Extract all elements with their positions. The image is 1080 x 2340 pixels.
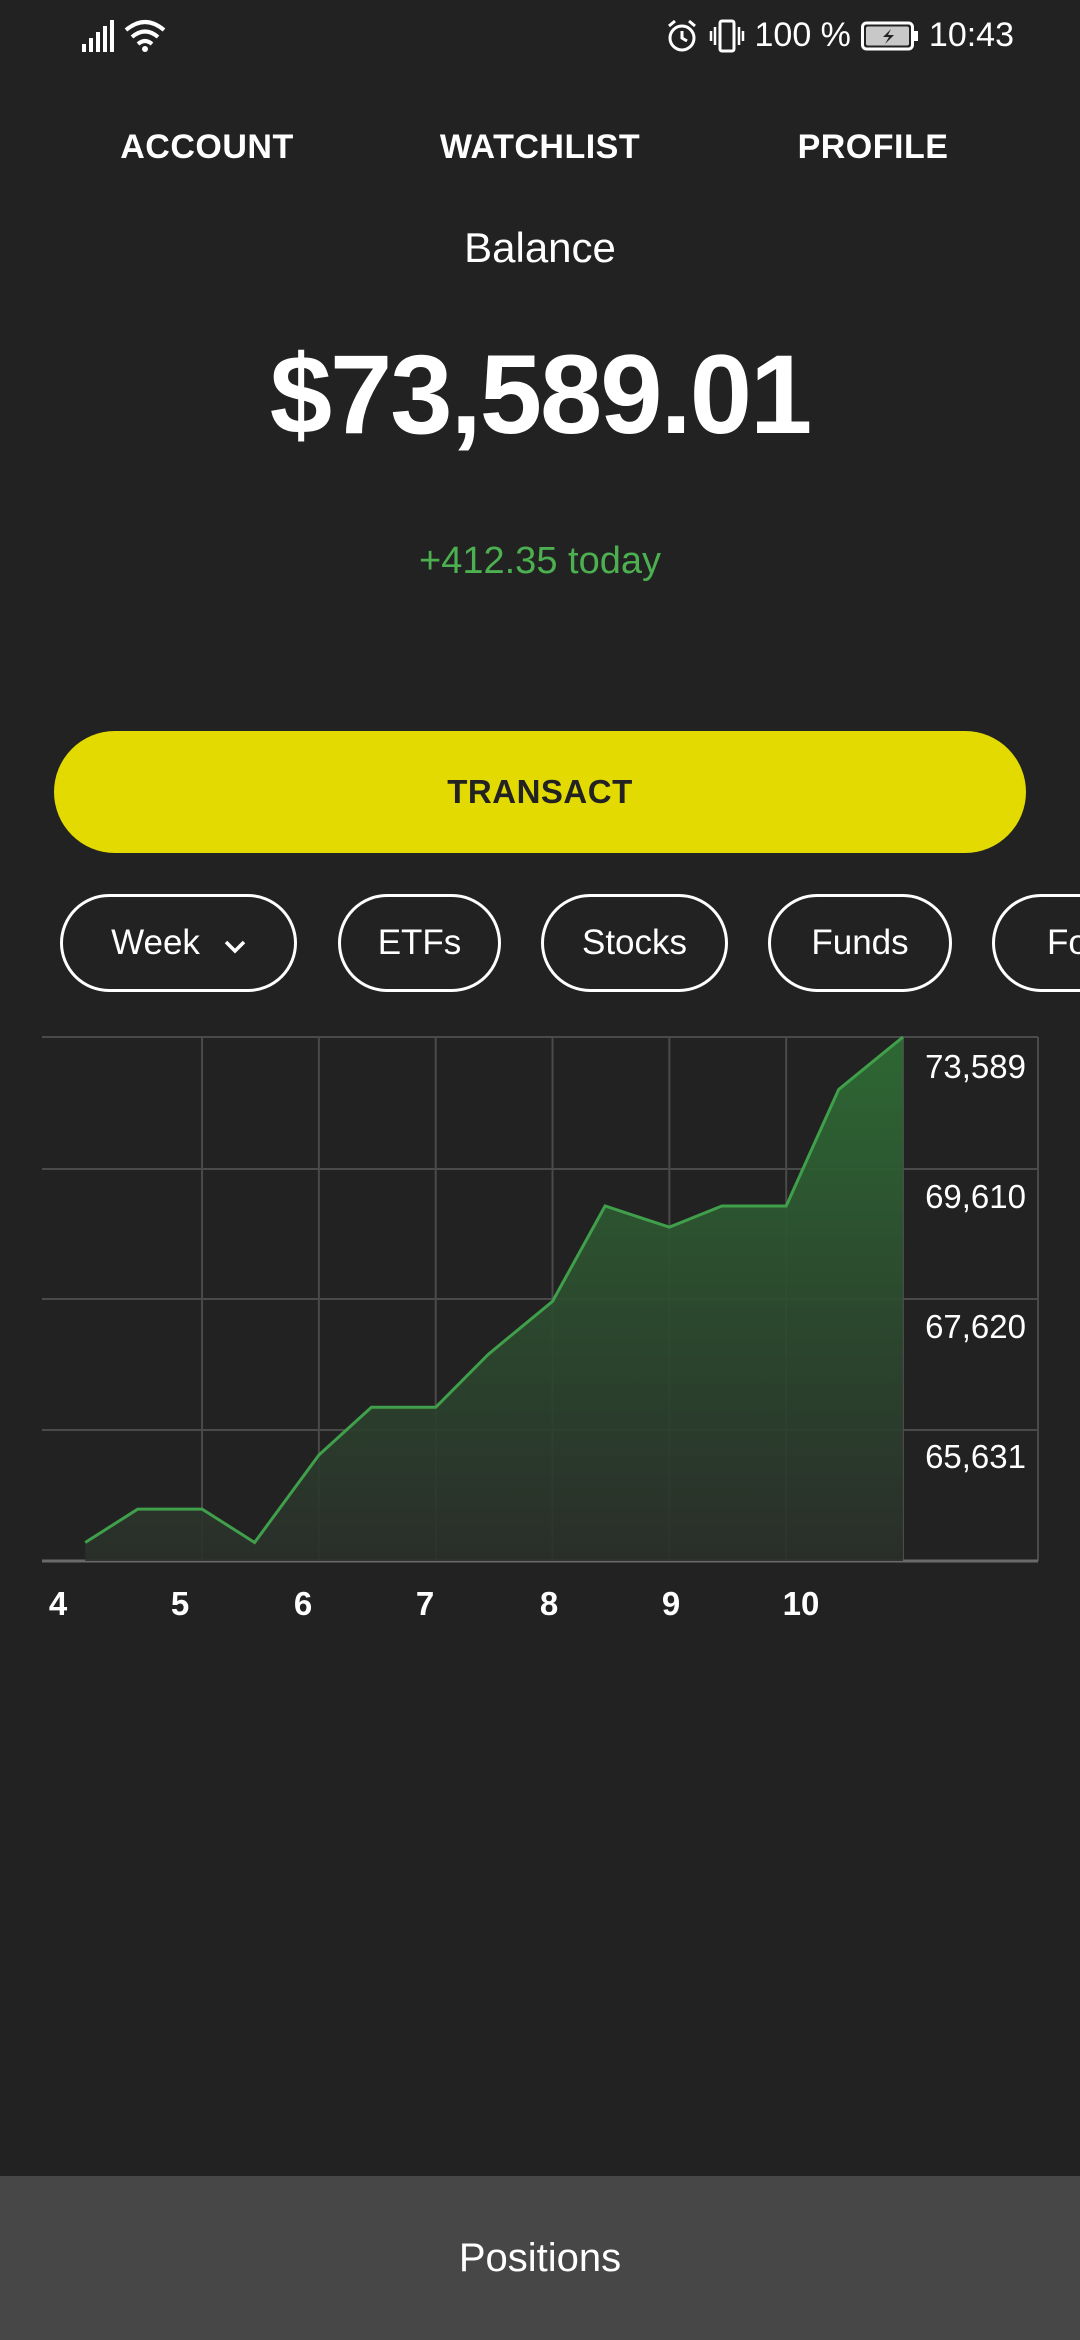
chart-area (85, 1037, 903, 1561)
positions-button[interactable]: Positions (0, 2176, 1080, 2340)
x-tick-label: 7 (416, 1585, 434, 1622)
y-tick-label: 69,610 (925, 1178, 1026, 1215)
battery-charging-icon (860, 21, 918, 50)
tab-account[interactable]: ACCOUNT (120, 128, 294, 166)
filter-chip-more[interactable]: Fo (992, 894, 1080, 992)
x-tick-label: 10 (783, 1585, 820, 1622)
battery-percent: 100 % (754, 16, 851, 54)
status-left (82, 18, 166, 52)
balance-chart: 73,589 69,610 67,620 65,631 4 5 6 7 8 9 10 (0, 1030, 1080, 1650)
wifi-icon (124, 20, 166, 52)
x-tick-label: 6 (294, 1585, 312, 1622)
clock-time: 10:43 (928, 16, 1014, 54)
chevron-down-icon (224, 923, 246, 963)
chart-x-labels: 4 5 6 7 8 9 10 (49, 1585, 820, 1622)
tab-watchlist[interactable]: WATCHLIST (439, 128, 641, 166)
filter-chip-etfs[interactable]: ETFs (338, 894, 501, 992)
y-tick-label: 67,620 (925, 1308, 1026, 1345)
chart-y-labels: 73,589 69,610 67,620 65,631 (925, 1048, 1026, 1475)
today-change: +412.35 today (419, 540, 661, 582)
status-bar: 100 % 10:43 (0, 0, 1080, 75)
balance-value: $73,589.01 (269, 332, 813, 457)
status-right: 100 % 10:43 (665, 16, 1014, 55)
y-tick-label: 65,631 (925, 1438, 1026, 1475)
filter-chip-stocks[interactable]: Stocks (541, 894, 728, 992)
period-label: Week (111, 923, 200, 962)
y-tick-label: 73,589 (925, 1048, 1026, 1085)
balance-label: Balance (464, 224, 616, 271)
alarm-icon (667, 19, 696, 51)
chart-line (84, 1035, 904, 1545)
chart-svg: 73,589 69,610 67,620 65,631 4 5 6 7 8 9 10 (42, 1035, 1039, 1622)
tab-profile[interactable]: PROFILE (797, 128, 949, 166)
x-tick-label: 8 (540, 1585, 558, 1622)
vibrate-icon (709, 19, 744, 52)
x-tick-label: 9 (662, 1585, 680, 1622)
signal-icon (82, 20, 114, 52)
x-tick-label: 5 (171, 1585, 189, 1622)
x-tick-label: 4 (49, 1585, 68, 1622)
filter-chip-funds[interactable]: Funds (768, 894, 952, 992)
filter-chip-row: Week ETFs Stocks Funds Fo (0, 880, 1080, 1010)
period-dropdown[interactable]: Week (60, 894, 297, 992)
transact-button[interactable]: TRANSACT (54, 731, 1026, 853)
